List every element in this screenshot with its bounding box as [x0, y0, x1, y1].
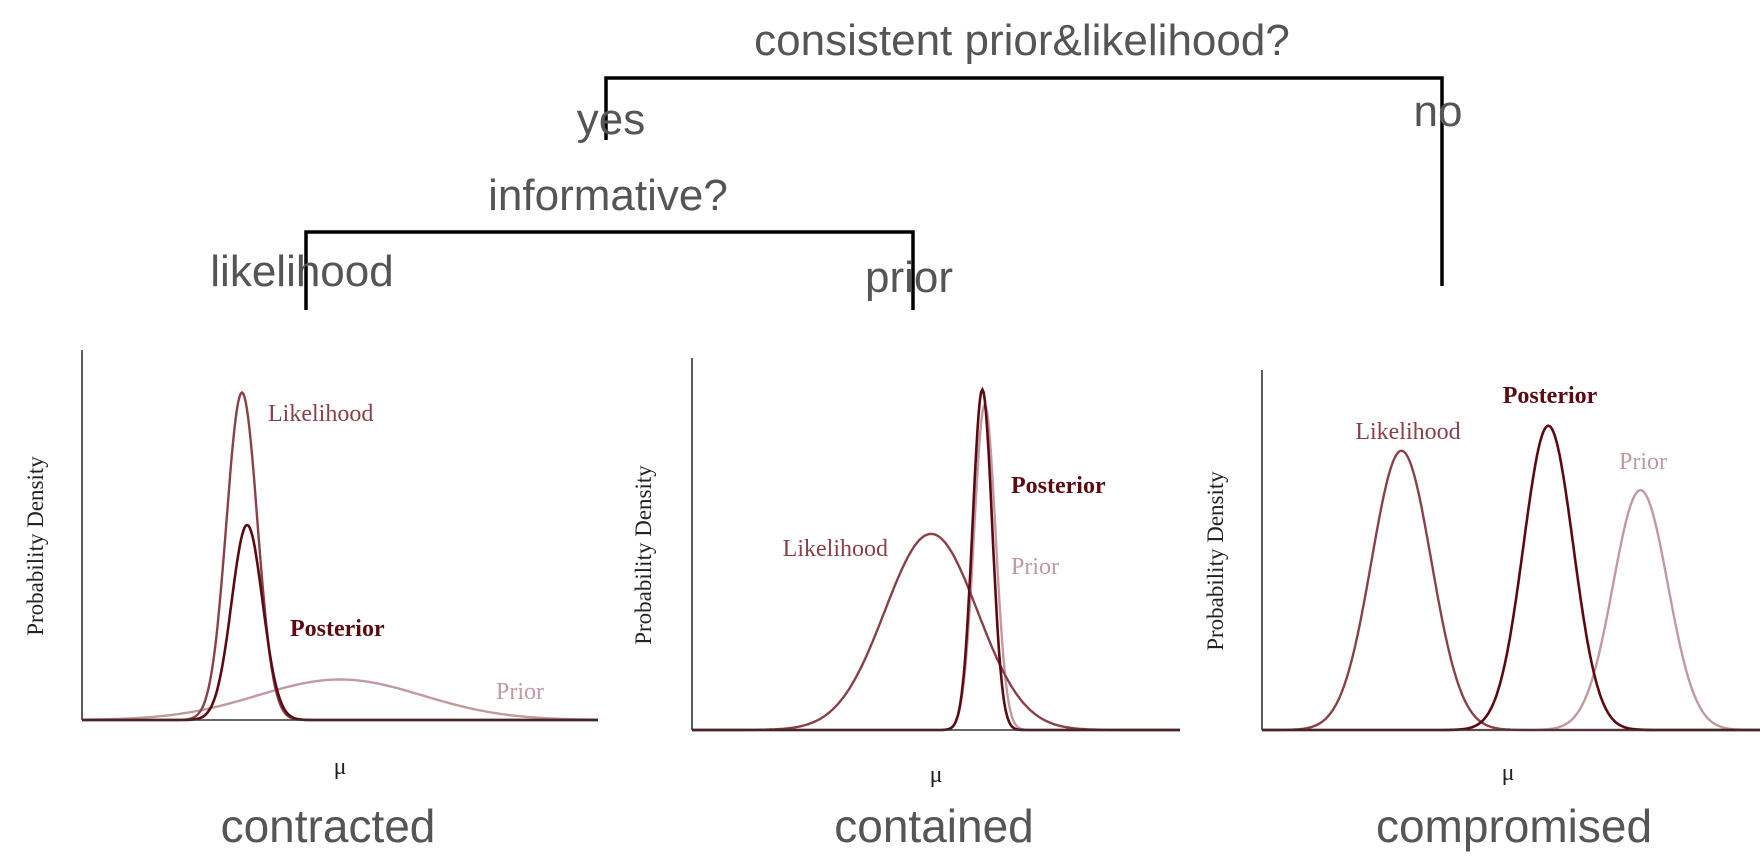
decision-tree: consistent prior&likelihood? yes no info…	[210, 16, 1462, 310]
likelihood-label: Likelihood	[268, 401, 373, 427]
chart-caption: contracted	[221, 800, 436, 852]
posterior-curve	[692, 386, 1180, 732]
root-question: consistent prior&likelihood?	[754, 16, 1290, 65]
posterior-label: Posterior	[1503, 383, 1598, 409]
prior-curve	[1262, 488, 1760, 732]
likelihood-branch-label: likelihood	[210, 247, 393, 296]
x-axis-label: μ	[1502, 760, 1515, 786]
posterior-label: Posterior	[290, 616, 385, 642]
posterior-label: Posterior	[1011, 473, 1106, 499]
likelihood-curve	[692, 532, 1180, 732]
chart-caption: contained	[834, 800, 1034, 852]
x-axis-label: μ	[334, 754, 347, 780]
likelihood-label: Likelihood	[1355, 419, 1460, 445]
likelihood-label: Likelihood	[783, 536, 888, 562]
prior-label: Prior	[496, 679, 544, 705]
prior-branch-label: prior	[865, 253, 953, 302]
likelihood-curve	[82, 390, 598, 722]
contracted-chart: Likelihood Posterior Prior Probability Dens…	[23, 350, 598, 852]
prior-label: Prior	[1011, 554, 1059, 580]
chart-caption: compromised	[1376, 800, 1652, 852]
root-branch-line	[604, 76, 1444, 286]
sub-branch-line	[304, 230, 915, 310]
yes-label: yes	[577, 95, 645, 144]
y-axis-label: Probability Density	[1203, 471, 1228, 651]
posterior-curve	[1262, 424, 1760, 732]
prior-label: Prior	[1619, 449, 1667, 475]
no-label: no	[1414, 87, 1463, 136]
prior-curve	[692, 401, 1180, 732]
prior-curve	[82, 678, 598, 721]
sub-question: informative?	[488, 171, 728, 220]
contained-chart: Likelihood Posterior Prior Probability Dens…	[631, 358, 1180, 852]
x-axis-label: μ	[930, 762, 943, 788]
likelihood-curve	[1262, 449, 1760, 732]
y-axis-label: Probability Density	[23, 456, 48, 636]
y-axis-label: Probability Density	[631, 465, 656, 645]
compromised-chart: Likelihood Posterior Prior Probability Dens…	[1203, 370, 1760, 852]
